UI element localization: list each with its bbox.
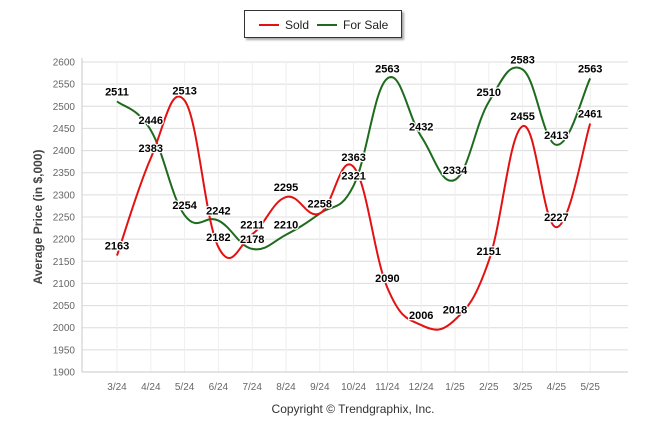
y-axis-title: Average Price (in $,000) [31, 150, 45, 285]
x-tick-label: 1/25 [445, 382, 465, 393]
sold-data-label: 2227 [544, 212, 568, 224]
sold-data-label: 2163 [105, 241, 129, 253]
y-tick-label: 2150 [53, 257, 76, 268]
sold-data-label: 2258 [308, 198, 332, 210]
sold-data-label: 2006 [409, 310, 433, 322]
for-sale-data-label: 2432 [409, 121, 433, 133]
sold-data-label: 2211 [240, 219, 264, 231]
sold-data-label: 2182 [206, 232, 230, 244]
y-tick-label: 2500 [53, 102, 76, 113]
for-sale-legend-swatch [317, 24, 337, 26]
for-sale-data-label: 2583 [510, 55, 534, 67]
sold-data-label: 2018 [443, 305, 467, 317]
sold-data-label: 2455 [510, 111, 534, 123]
for-sale-data-label: 2511 [105, 86, 129, 98]
x-tick-label: 4/25 [547, 382, 567, 393]
x-tick-label: 5/25 [580, 382, 600, 393]
y-tick-label: 1900 [53, 368, 76, 379]
for-sale-data-label: 2563 [578, 63, 602, 75]
y-tick-label: 2200 [53, 235, 76, 246]
for-sale-legend-label: For Sale [343, 18, 389, 32]
y-tick-label: 2250 [53, 213, 76, 224]
y-tick-label: 2000 [53, 323, 76, 334]
y-tick-label: 2450 [53, 124, 76, 135]
sold-data-label: 2295 [274, 182, 298, 194]
x-tick-label: 6/24 [209, 382, 229, 393]
copyright-text: Copyright © Trendgraphix, Inc. [271, 402, 435, 416]
x-tick-label: 10/24 [341, 382, 366, 393]
for-sale-data-label: 2210 [274, 220, 298, 232]
y-tick-label: 2350 [53, 168, 76, 179]
y-tick-label: 2600 [53, 58, 76, 69]
x-tick-label: 3/24 [107, 382, 127, 393]
y-tick-label: 2300 [53, 190, 76, 201]
for-sale-data-label: 2413 [544, 130, 568, 142]
x-tick-label: 11/24 [375, 382, 400, 393]
sold-series-line [116, 95, 592, 331]
x-tick-label: 7/24 [242, 382, 262, 393]
x-tick-label: 5/24 [175, 382, 195, 393]
sold-data-label: 2151 [477, 246, 501, 258]
for-sale-data-label: 2446 [139, 115, 163, 127]
for-sale-data-label: 2563 [375, 63, 399, 75]
sold-legend-label: Sold [285, 18, 310, 32]
chart-legend: Sold For Sale [244, 10, 402, 38]
y-tick-label: 2550 [53, 80, 76, 91]
for-sale-data-label: 2334 [443, 165, 468, 177]
for-sale-series-line [116, 66, 592, 251]
y-tick-label: 2050 [53, 301, 76, 312]
for-sale-data-label: 2178 [240, 234, 264, 246]
for-sale-data-label: 2254 [172, 200, 197, 212]
y-tick-label: 2100 [53, 279, 76, 290]
sold-data-label: 2363 [341, 152, 365, 164]
x-tick-label: 3/25 [513, 382, 533, 393]
y-tick-label: 2400 [53, 146, 76, 157]
sold-legend-swatch [259, 24, 279, 26]
y-tick-label: 1950 [53, 345, 76, 356]
sold-data-label: 2513 [172, 86, 196, 98]
for-sale-data-label: 2510 [477, 87, 501, 99]
for-sale-data-label: 2258 [308, 198, 332, 210]
sold-data-label: 2461 [578, 109, 602, 121]
x-tick-label: 9/24 [310, 382, 330, 393]
x-tick-label: 4/24 [141, 382, 161, 393]
x-tick-label: 12/24 [409, 382, 434, 393]
for-sale-data-label: 2242 [206, 206, 230, 218]
sold-data-label: 2383 [139, 143, 163, 155]
x-tick-label: 8/24 [276, 382, 296, 393]
sold-data-label: 2090 [375, 273, 399, 285]
for-sale-data-label: 2321 [341, 171, 365, 183]
x-tick-label: 2/25 [479, 382, 499, 393]
